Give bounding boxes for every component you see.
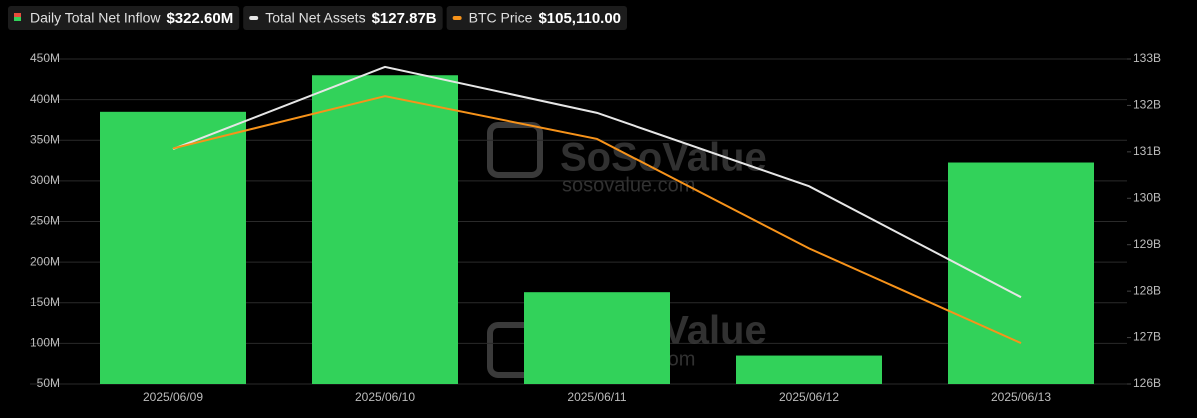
legend-swatch <box>14 17 21 21</box>
watermark-logo <box>487 122 543 178</box>
legend-box <box>243 6 443 30</box>
legend-swatch <box>14 13 21 17</box>
bar <box>312 75 458 384</box>
legend-box <box>8 6 240 30</box>
legend-swatch <box>452 16 462 20</box>
y-tick-label: 350M <box>30 132 60 146</box>
x-tick-label: 2025/06/09 <box>143 390 203 404</box>
bar <box>100 111 246 384</box>
legend-item: Total Net Assets $127.87B <box>243 6 443 30</box>
legend-value: $127.87B <box>372 10 437 27</box>
legend-value: $105,110.00 <box>538 10 621 27</box>
y-tick-label: 150M <box>30 295 60 309</box>
y-tick-label: 400M <box>30 92 60 106</box>
y2-tick-label: 129B <box>1133 237 1161 251</box>
x-tick-label: 2025/06/11 <box>567 390 626 404</box>
legend-box <box>446 6 628 30</box>
legend-label: Daily Total Net Inflow <box>30 10 161 26</box>
legend-value: $322.60M <box>166 10 233 27</box>
y-tick-label: 100M <box>30 336 60 350</box>
x-tick-label: 2025/06/10 <box>355 390 415 404</box>
bar <box>948 162 1094 384</box>
watermark-site: sosovalue.com <box>562 174 695 196</box>
legend-label: BTC Price <box>469 10 533 26</box>
bar <box>736 355 882 384</box>
bar <box>524 292 670 384</box>
y-tick-label: 300M <box>30 173 60 187</box>
legend-label: Total Net Assets <box>265 10 365 26</box>
y-tick-label: 50M <box>37 376 60 390</box>
legend-item: Daily Total Net Inflow $322.60M <box>8 6 240 30</box>
line <box>172 95 1022 344</box>
y2-tick-label: 128B <box>1133 283 1161 297</box>
y2-tick-label: 131B <box>1133 144 1161 158</box>
y2-tick-label: 130B <box>1133 190 1161 204</box>
y2-tick-label: 133B <box>1133 51 1161 65</box>
y-tick-label: 200M <box>30 254 60 268</box>
y2-tick-label: 132B <box>1133 98 1161 112</box>
y2-tick-label: 127B <box>1133 330 1161 344</box>
y-tick-label: 450M <box>30 51 60 65</box>
x-tick-label: 2025/06/12 <box>779 390 839 404</box>
x-tick-label: 2025/06/13 <box>991 390 1051 404</box>
y-tick-label: 250M <box>30 214 60 228</box>
legend-swatch <box>249 16 259 20</box>
y2-tick-label: 126B <box>1133 376 1161 390</box>
line <box>172 65 1022 299</box>
legend-item: BTC Price $105,110.00 <box>446 6 628 30</box>
